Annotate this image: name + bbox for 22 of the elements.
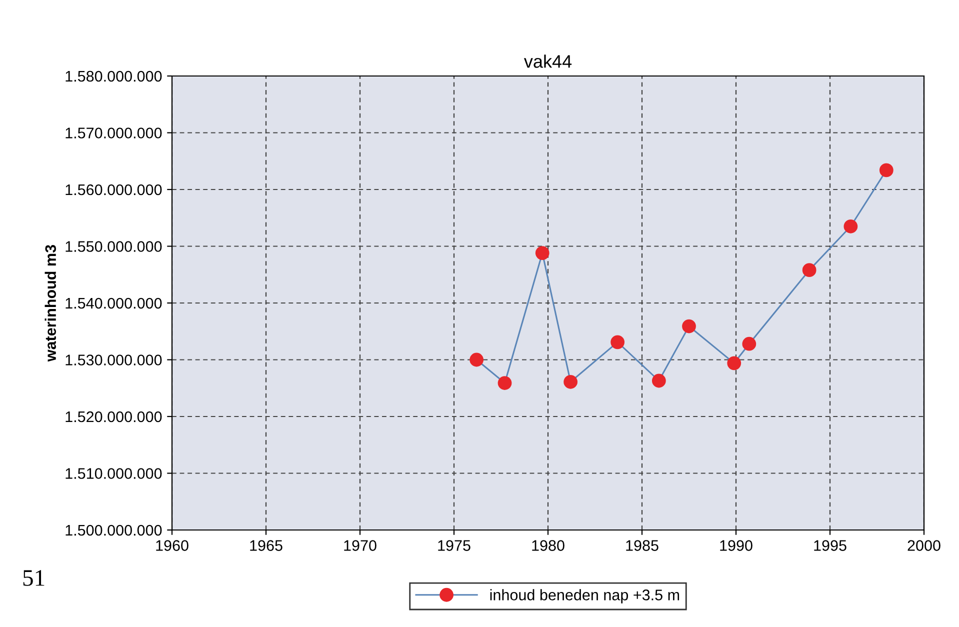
y-tick-label: 1.500.000.000 xyxy=(66,524,162,536)
y-tick-label: 1.540.000.000 xyxy=(66,298,162,309)
legend-label: inhoud beneden nap +3.5 m xyxy=(490,589,680,604)
x-tick-label: 1965 xyxy=(250,540,282,551)
chart-title: vak44 xyxy=(524,54,572,68)
x-tick-label: 1995 xyxy=(814,540,846,551)
y-axis-title: waterinhoud m3 xyxy=(44,244,56,362)
y-tick-label: 1.510.000.000 xyxy=(66,468,162,479)
x-tick-label: 1975 xyxy=(438,540,470,551)
text: 51 xyxy=(23,570,44,586)
x-tick-label: 1970 xyxy=(344,540,376,551)
y-tick-label: 1.550.000.000 xyxy=(66,241,162,252)
y-tick-label: 1.520.000.000 xyxy=(66,411,162,422)
x-tick-label: 1980 xyxy=(532,540,564,551)
y-tick-label: 1.530.000.000 xyxy=(66,354,162,366)
x-tick-label: 1990 xyxy=(720,540,752,551)
y-tick-label: 1.560.000.000 xyxy=(66,184,162,196)
y-tick-label: 1.580.000.000 xyxy=(66,70,162,82)
x-tick-label: 1960 xyxy=(156,540,188,551)
x-tick-label: 2000 xyxy=(908,540,940,551)
x-tick-label: 1985 xyxy=(626,540,658,551)
y-tick-label: 1.570.000.000 xyxy=(66,128,162,138)
